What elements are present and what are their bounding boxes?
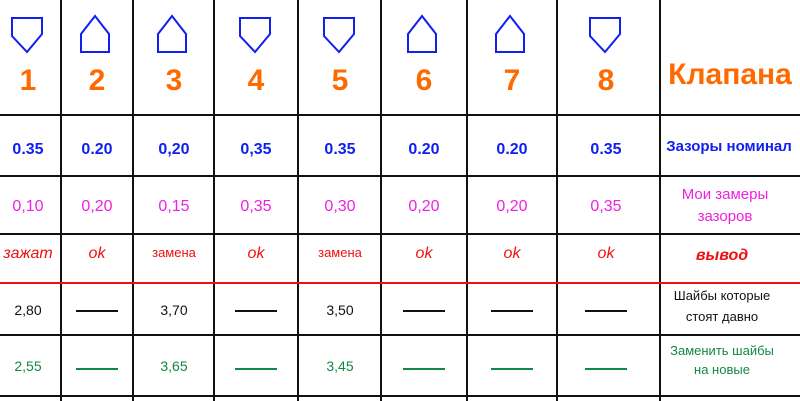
- new-shim-dash: [76, 368, 118, 370]
- measured-clearance: 0,15: [158, 198, 190, 215]
- pentagon-valve-icon: [239, 17, 271, 54]
- nominal-clearance: 0.20: [81, 141, 113, 158]
- house-valve-icon: [495, 14, 525, 53]
- new-shim-value: 3,45: [326, 358, 354, 374]
- grid-line: [213, 0, 215, 401]
- new-shims-label-1: Заменить шайбы: [670, 343, 774, 358]
- new-shim-dash: [235, 368, 277, 370]
- measured-clearance: 0,35: [590, 198, 622, 215]
- nominal-clearance: 0,20: [158, 141, 190, 158]
- verdict: замена: [318, 245, 362, 260]
- grid-line: [556, 0, 558, 401]
- pentagon-valve-icon: [589, 17, 621, 54]
- verdict: ok: [88, 245, 106, 262]
- verdict: ok: [597, 245, 615, 262]
- old-shim-dash: [235, 310, 277, 312]
- measured-clearance: 0,35: [240, 198, 272, 215]
- house-valve-icon: [407, 14, 437, 53]
- grid-line: [380, 0, 382, 401]
- valve-number: 1: [19, 64, 37, 97]
- pentagon-valve-icon: [11, 17, 43, 54]
- measured-clearance: 0,20: [496, 198, 528, 215]
- old-shims-label-2: стоят давно: [685, 309, 759, 324]
- valve-number: 2: [88, 64, 106, 97]
- house-valve-icon: [80, 14, 110, 53]
- grid-line: [132, 0, 134, 401]
- valve-number: 5: [331, 64, 349, 97]
- new-shim-dash: [491, 368, 533, 370]
- grid-line: [0, 334, 800, 336]
- new-shim-dash: [403, 368, 445, 370]
- grid-line: [659, 0, 661, 401]
- nominal-clearance: 0.35: [324, 141, 356, 158]
- grid-line: [60, 0, 62, 401]
- measured-clearance: 0,30: [324, 198, 356, 215]
- verdict: ok: [503, 245, 521, 262]
- pentagon-valve-icon: [323, 17, 355, 54]
- header-label: Клапана: [668, 58, 792, 91]
- old-shim-value: 3,50: [326, 302, 354, 318]
- nominal-clearance: 0.35: [12, 141, 44, 158]
- house-valve-icon: [157, 14, 187, 53]
- verdict: замена: [152, 245, 196, 260]
- red-divider-line: [0, 282, 800, 284]
- verdict-label: вывод: [695, 247, 749, 264]
- verdict: зажат: [3, 245, 53, 262]
- measured-clearance: 0,10: [12, 198, 44, 215]
- grid-line: [466, 0, 468, 401]
- old-shim-dash: [76, 310, 118, 312]
- nominal-clearance: 0,35: [240, 141, 272, 158]
- valve-number: 6: [415, 64, 433, 97]
- old-shim-dash: [403, 310, 445, 312]
- grid-line: [0, 233, 800, 235]
- measured-clearance: 0,20: [81, 198, 113, 215]
- nominal-clearance: 0.20: [496, 141, 528, 158]
- old-shim-value: 2,80: [14, 302, 42, 318]
- new-shim-dash: [585, 368, 627, 370]
- nominal-clearance: 0.35: [590, 141, 622, 158]
- nominal-label: Зазоры номинал: [666, 138, 792, 155]
- verdict: ok: [247, 245, 265, 262]
- valve-number: 3: [165, 64, 183, 97]
- grid-line: [297, 0, 299, 401]
- old-shim-value: 3,70: [160, 302, 188, 318]
- measured-label-1: Мои замеры: [681, 186, 769, 203]
- new-shims-label-2: на новые: [694, 362, 750, 377]
- valve-number: 8: [597, 64, 615, 97]
- old-shim-dash: [585, 310, 627, 312]
- measured-clearance: 0,20: [408, 198, 440, 215]
- grid-line: [0, 395, 800, 397]
- valve-number: 4: [247, 64, 265, 97]
- new-shim-value: 3,65: [160, 358, 188, 374]
- grid-line: [0, 114, 800, 116]
- old-shim-dash: [491, 310, 533, 312]
- nominal-clearance: 0.20: [408, 141, 440, 158]
- new-shim-value: 2,55: [14, 358, 42, 374]
- measured-label-2: зазоров: [697, 208, 753, 225]
- grid-line: [0, 175, 800, 177]
- verdict: ok: [415, 245, 433, 262]
- valve-number: 7: [503, 64, 521, 97]
- old-shims-label-1: Шайбы которые: [673, 288, 771, 303]
